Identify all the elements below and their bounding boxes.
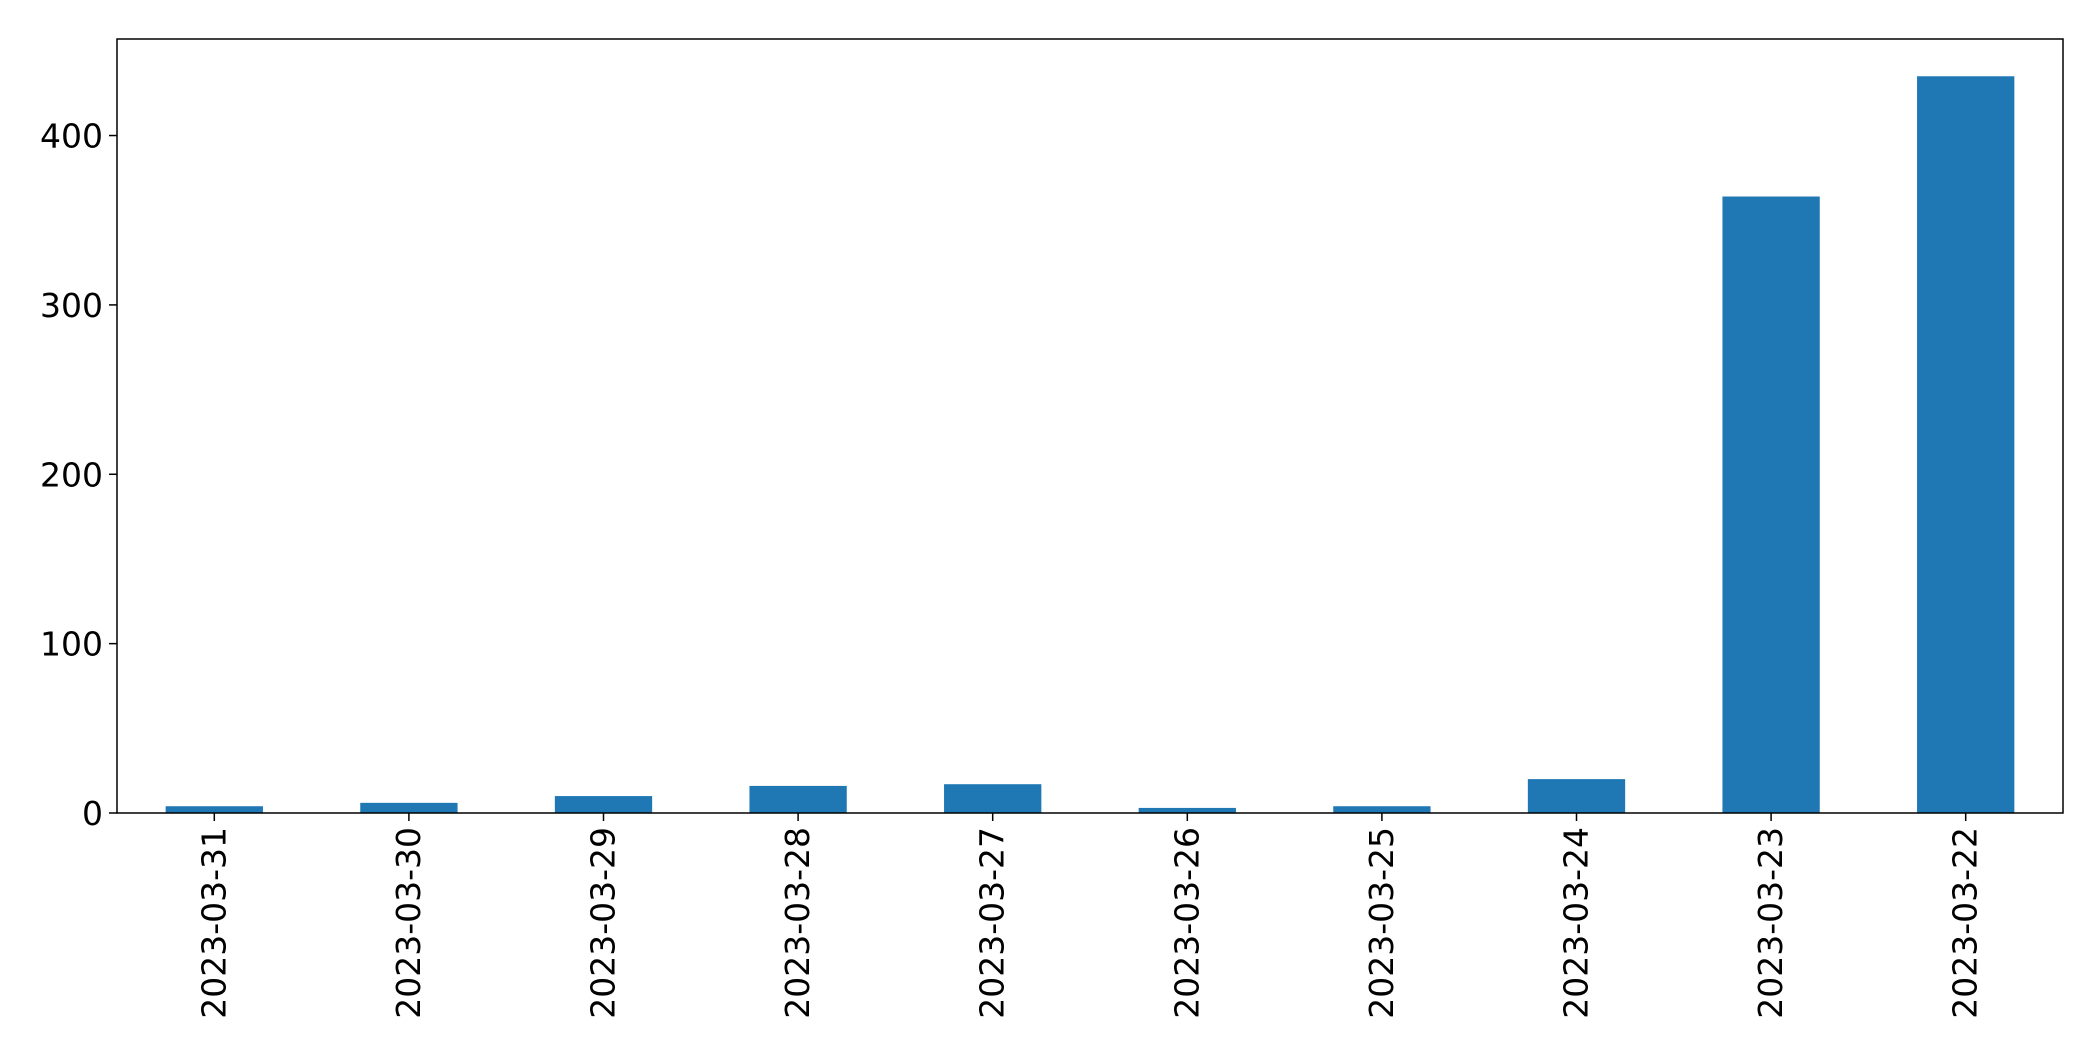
- bar-2023-03-23: [1722, 196, 1820, 814]
- x-tick-label: 2023-03-22: [1946, 827, 1985, 1019]
- bar-2023-03-24: [1527, 779, 1626, 813]
- x-tick-label: 2023-03-27: [973, 827, 1012, 1019]
- x-axis: 2023-03-31 2023-03-30 2023-03-29 2023-03-28…: [194, 813, 1985, 1019]
- y-axis: 0 100 200 300 400: [40, 117, 117, 833]
- y-tick-label: 100: [40, 625, 103, 664]
- x-tick-label: 2023-03-24: [1557, 827, 1596, 1019]
- y-tick-label: 300: [40, 286, 103, 325]
- x-tick-label: 2023-03-25: [1362, 827, 1401, 1019]
- bars-group: [165, 76, 2015, 814]
- x-tick-label: 2023-03-31: [194, 827, 233, 1019]
- x-tick-label: 2023-03-29: [584, 827, 623, 1019]
- x-tick-label: 2023-03-28: [778, 827, 817, 1019]
- y-tick-label: 200: [40, 455, 103, 494]
- bar-2023-03-28: [749, 785, 847, 813]
- y-tick-label: 400: [40, 117, 103, 156]
- y-tick-label: 0: [82, 794, 103, 833]
- bar-2023-03-22: [1917, 76, 2015, 814]
- x-tick-label: 2023-03-30: [389, 827, 428, 1019]
- bar-2023-03-29: [554, 796, 653, 813]
- x-tick-label: 2023-03-26: [1167, 827, 1206, 1019]
- x-tick-label: 2023-03-23: [1751, 827, 1790, 1019]
- bar-2023-03-27: [944, 784, 1042, 813]
- bar-2023-03-31: [165, 806, 263, 813]
- plot-frame: [116, 38, 2064, 814]
- bar-2023-03-26: [1138, 807, 1236, 813]
- bar-2023-03-30: [360, 802, 458, 813]
- bar-2023-03-25: [1333, 806, 1431, 813]
